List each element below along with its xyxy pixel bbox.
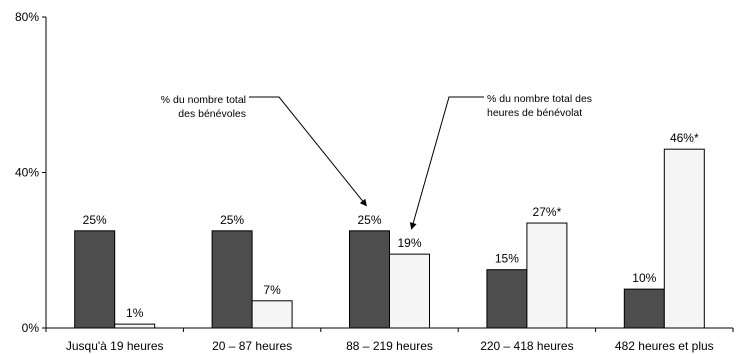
data-label: 27%*: [533, 205, 562, 219]
bar: [211, 230, 253, 329]
annotation-arrow: [409, 96, 484, 230]
annotation-text: % du nombre total des heures de bénévolat: [487, 93, 592, 119]
data-label: 7%: [263, 283, 281, 297]
bar: [486, 269, 528, 329]
annotations: % du nombre total des bénévoles % du nombr…: [161, 93, 592, 230]
data-label: 25%: [357, 213, 381, 227]
y-tick-label: 80%: [15, 10, 39, 24]
data-label: 15%: [495, 252, 519, 266]
bar: [663, 148, 705, 329]
data-label: 19%: [397, 236, 421, 250]
data-labels: 25% 25% 25% 15% 10% 1% 7% 19% 27%* 46%*: [83, 131, 699, 320]
data-label: 10%: [632, 271, 656, 285]
bar: [74, 230, 116, 329]
x-tick-label: 482 heures et plus: [615, 339, 714, 353]
bar: [526, 222, 568, 329]
data-label: 46%*: [670, 131, 699, 145]
y-tick-label: 40%: [15, 166, 39, 180]
x-tick-label: Jusqu'à 19 heures: [66, 339, 164, 353]
bar: [114, 323, 156, 329]
y-tick-label: 0%: [22, 321, 40, 335]
bar: [349, 230, 390, 329]
data-label: 25%: [83, 213, 107, 227]
x-tick-label: 220 – 418 heures: [480, 339, 573, 353]
x-tick-label: 20 – 87 heures: [212, 339, 292, 353]
annotation-text: % du nombre total des bénévoles: [161, 94, 246, 120]
x-tick-label: 88 – 219 heures: [346, 339, 433, 353]
data-label: 1%: [126, 306, 144, 320]
bar: [389, 253, 430, 329]
axes: 0% 40% 80% Jusqu'à 19 heures 20 – 87 heures 8…: [15, 10, 734, 353]
bars: [74, 148, 705, 329]
bar: [623, 288, 665, 329]
annotation-arrow: [249, 96, 367, 207]
bar: [251, 300, 293, 329]
data-label: 25%: [220, 213, 244, 227]
